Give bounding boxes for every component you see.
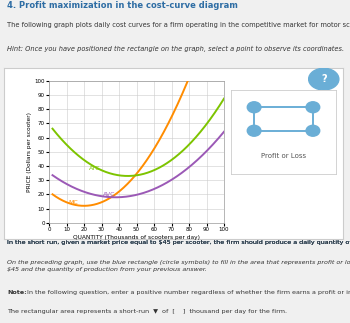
Text: On the preceding graph, use the blue rectangle (circle symbols) to fill in the a: On the preceding graph, use the blue rec… [7,260,350,272]
Text: The following graph plots daily cost curves for a firm operating in the competit: The following graph plots daily cost cur… [7,22,350,28]
Y-axis label: PRICE (Dollars per scooter): PRICE (Dollars per scooter) [27,112,31,192]
Text: 4. Profit maximization in the cost-curve diagram: 4. Profit maximization in the cost-curve… [7,1,238,10]
Text: The rectangular area represents a short-run  ▼  of  [    ]  thousand per day for: The rectangular area represents a short-… [7,309,287,314]
X-axis label: QUANTITY (Thousands of scooters per day): QUANTITY (Thousands of scooters per day) [73,235,200,240]
Text: MC: MC [68,200,78,205]
Text: ?: ? [321,74,327,84]
Circle shape [247,125,261,136]
Text: In the short run, given a market price equal to $45 per scooter, the firm should: In the short run, given a market price e… [7,240,350,245]
Text: Profit or Loss: Profit or Loss [261,153,306,159]
Text: In the short run, given a market price equal to $45 per scooter, the firm should: In the short run, given a market price e… [7,240,350,245]
Circle shape [306,125,320,136]
Circle shape [306,102,320,113]
Text: Note:: Note: [7,290,27,295]
Text: AVC: AVC [103,192,116,197]
Text: In the short run, given a market price equal to $45 per scooter, the firm should: In the short run, given a market price e… [7,240,350,245]
Text: Hint: Once you have positioned the rectangle on the graph, select a point to obs: Hint: Once you have positioned the recta… [7,46,344,52]
Text: In the following question, enter a positive number regardless of whether the fir: In the following question, enter a posit… [25,290,350,295]
Circle shape [309,68,339,90]
Text: ATC: ATC [89,166,101,171]
Circle shape [247,102,261,113]
